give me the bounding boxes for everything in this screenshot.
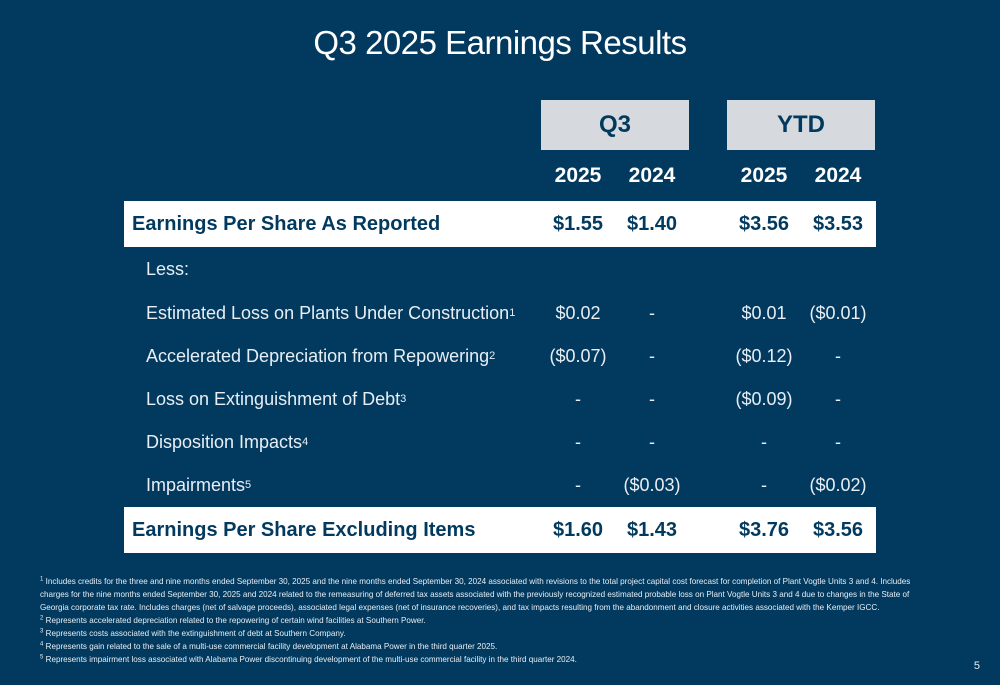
eps-excluding-value: $3.76 bbox=[738, 518, 790, 541]
item-value: ($0.02) bbox=[809, 474, 867, 495]
item-value: ($0.12) bbox=[735, 345, 793, 366]
item-value: - bbox=[649, 431, 655, 452]
eps-excluding-row: Earnings Per Share Excluding Items $1.60… bbox=[124, 507, 876, 553]
eps-reported-label: Earnings Per Share As Reported bbox=[132, 212, 441, 235]
item-value: - bbox=[761, 474, 767, 495]
table-row: Loss on Extinguishment of Debt 3 - - ($0.… bbox=[124, 380, 876, 418]
year-q3-2025: 2025 bbox=[554, 164, 602, 187]
q3-header: Q3 bbox=[541, 100, 689, 150]
page-number: 5 bbox=[973, 660, 980, 672]
year-q3-2024: 2024 bbox=[628, 164, 676, 187]
eps-reported-value: $3.56 bbox=[738, 212, 790, 235]
less-label: Less: bbox=[146, 258, 190, 279]
footnote: 5 Represents impairment loss associated … bbox=[40, 654, 577, 664]
eps-excluding-value: $3.56 bbox=[812, 518, 864, 541]
eps-reported-value: $3.53 bbox=[812, 212, 864, 235]
eps-reported-value: $1.55 bbox=[552, 212, 604, 235]
table-row: Accelerated Depreciation from Repowering… bbox=[124, 337, 876, 375]
eps-excluding-value: $1.60 bbox=[552, 518, 604, 541]
footnotes: 1 Includes credits for the three and nin… bbox=[40, 575, 940, 666]
item-value: - bbox=[649, 388, 655, 409]
footnote: 4 Represents gain related to the sale of… bbox=[40, 641, 498, 651]
item-value: - bbox=[575, 474, 581, 495]
item-label: Impairments 5 bbox=[146, 474, 252, 495]
item-value: ($0.09) bbox=[735, 388, 793, 409]
item-value: - bbox=[649, 345, 655, 366]
eps-excluding-label: Earnings Per Share Excluding Items bbox=[132, 518, 476, 541]
table-row: Estimated Loss on Plants Under Construct… bbox=[124, 294, 876, 332]
item-value: $0.01 bbox=[741, 302, 787, 323]
eps-excluding-value: $1.43 bbox=[626, 518, 678, 541]
item-value: - bbox=[649, 302, 655, 323]
eps-reported-value: $1.40 bbox=[626, 212, 678, 235]
item-label: Accelerated Depreciation from Repowering… bbox=[146, 345, 496, 366]
item-value: - bbox=[575, 388, 581, 409]
item-value: - bbox=[835, 431, 841, 452]
footnote: 3 Represents costs associated with the e… bbox=[40, 628, 346, 638]
item-value: $0.02 bbox=[555, 302, 601, 323]
page-title: Q3 2025 Earnings Results bbox=[313, 24, 687, 61]
item-value: - bbox=[835, 345, 841, 366]
item-value: - bbox=[575, 431, 581, 452]
ytd-header: YTD bbox=[727, 100, 875, 150]
item-value: ($0.01) bbox=[809, 302, 867, 323]
eps-reported-row: Earnings Per Share As Reported $1.55 $1.… bbox=[124, 201, 876, 247]
item-label: Loss on Extinguishment of Debt 3 bbox=[146, 388, 407, 409]
item-value: - bbox=[761, 431, 767, 452]
footnote: 2 Represents accelerated depreciation re… bbox=[40, 615, 426, 625]
footnote: 1 Includes credits for the three and nin… bbox=[40, 576, 911, 612]
item-value: ($0.07) bbox=[549, 345, 607, 366]
item-label: Estimated Loss on Plants Under Construct… bbox=[146, 302, 516, 323]
item-value: - bbox=[835, 388, 841, 409]
year-ytd-2025: 2025 bbox=[740, 164, 788, 187]
less-row: Less: bbox=[124, 250, 876, 288]
year-ytd-2024: 2024 bbox=[814, 164, 862, 187]
table-row: Impairments 5 - ($0.03) - ($0.02) bbox=[124, 466, 876, 504]
item-value: ($0.03) bbox=[623, 474, 681, 495]
item-label: Disposition Impacts 4 bbox=[146, 431, 309, 452]
table-row: Disposition Impacts 4 - - - - bbox=[124, 423, 876, 461]
